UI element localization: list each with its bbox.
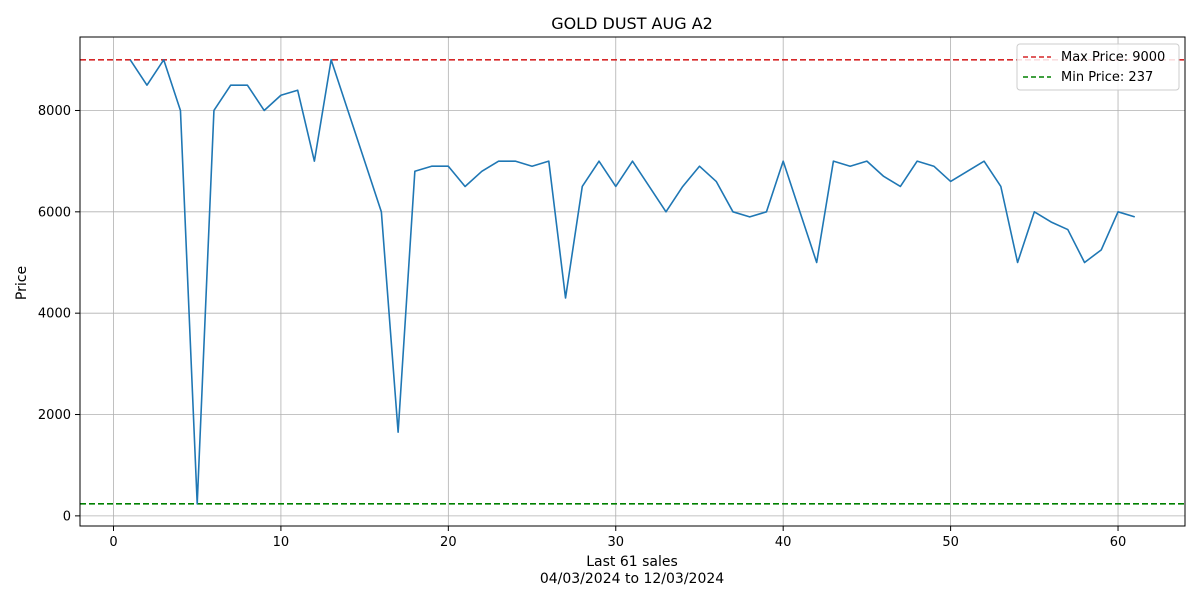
data-point <box>330 58 333 61</box>
data-point <box>313 160 316 163</box>
data-point <box>832 160 835 163</box>
data-point <box>129 58 132 61</box>
data-point <box>514 160 517 163</box>
price-series-line <box>129 58 1136 505</box>
x-tick-label: 0 <box>109 535 117 550</box>
data-point <box>715 180 718 183</box>
x-axis-label: Last 61 sales <box>586 554 678 570</box>
data-point <box>782 160 785 163</box>
data-point <box>966 170 969 173</box>
data-point <box>447 165 450 168</box>
data-point <box>1033 210 1036 213</box>
data-point <box>815 261 818 264</box>
data-point <box>614 185 617 188</box>
data-point <box>631 160 634 163</box>
data-point <box>731 210 734 213</box>
x-tick-label: 20 <box>440 535 457 550</box>
x-tick-label: 60 <box>1110 535 1127 550</box>
y-axis-label: Price <box>14 266 30 300</box>
data-point <box>949 180 952 183</box>
chart-title: GOLD DUST AUG A2 <box>551 14 713 33</box>
data-point <box>1066 228 1069 231</box>
data-point <box>664 210 667 213</box>
data-point <box>982 160 985 163</box>
data-point <box>430 165 433 168</box>
legend-box <box>1016 43 1180 91</box>
reference-lines <box>80 59 1185 505</box>
data-point <box>581 185 584 188</box>
data-point <box>849 165 852 168</box>
data-point <box>798 210 801 213</box>
x-tick-label: 40 <box>775 535 792 550</box>
data-point <box>916 160 919 163</box>
data-point <box>145 84 148 87</box>
x-tick-label: 50 <box>942 535 959 550</box>
legend-label-min: Min Price: 237 <box>1061 70 1153 85</box>
data-point <box>212 109 215 112</box>
data-point <box>463 185 466 188</box>
x-tick-label: 10 <box>273 535 290 550</box>
data-point <box>497 160 500 163</box>
data-point <box>279 94 282 97</box>
data-point <box>229 84 232 87</box>
y-tick-label: 8000 <box>38 104 71 119</box>
data-point <box>413 170 416 173</box>
x-axis-date-range: 04/03/2024 to 12/03/2024 <box>540 571 724 587</box>
grid <box>80 37 1185 526</box>
data-point <box>899 185 902 188</box>
data-point <box>196 502 199 505</box>
data-point <box>597 160 600 163</box>
data-point <box>363 160 366 163</box>
y-tick-label: 2000 <box>38 408 71 423</box>
legend: Max Price: 9000 Min Price: 237 <box>1016 43 1180 91</box>
data-point <box>748 215 751 218</box>
data-point <box>296 89 299 92</box>
data-point <box>179 109 182 112</box>
data-point <box>698 165 701 168</box>
data-point <box>1049 220 1052 223</box>
y-tick-label: 6000 <box>38 205 71 220</box>
data-point <box>480 170 483 173</box>
ticks: 0 10 20 30 40 50 60 0 2000 4000 6000 8000 <box>38 104 1126 550</box>
data-point <box>648 185 651 188</box>
data-point <box>380 210 383 213</box>
data-point <box>1083 261 1086 264</box>
x-tick-label: 30 <box>607 535 624 550</box>
data-point <box>865 160 868 163</box>
y-tick-label: 4000 <box>38 307 71 322</box>
data-point <box>1016 261 1019 264</box>
series-layer <box>129 58 1136 505</box>
data-point <box>1116 210 1119 213</box>
data-point <box>263 109 266 112</box>
data-point <box>530 165 533 168</box>
data-point <box>681 185 684 188</box>
data-point <box>246 84 249 87</box>
data-point <box>547 160 550 163</box>
data-point <box>162 58 165 61</box>
data-point <box>1133 215 1136 218</box>
legend-label-max: Max Price: 9000 <box>1061 50 1165 65</box>
data-point <box>765 210 768 213</box>
data-point <box>346 109 349 112</box>
data-point <box>397 431 400 434</box>
data-point <box>1100 248 1103 251</box>
data-point <box>882 175 885 178</box>
data-point <box>564 296 567 299</box>
data-point <box>999 185 1002 188</box>
y-tick-label: 0 <box>63 509 71 524</box>
data-point <box>932 165 935 168</box>
plot-frame <box>79 36 1186 527</box>
